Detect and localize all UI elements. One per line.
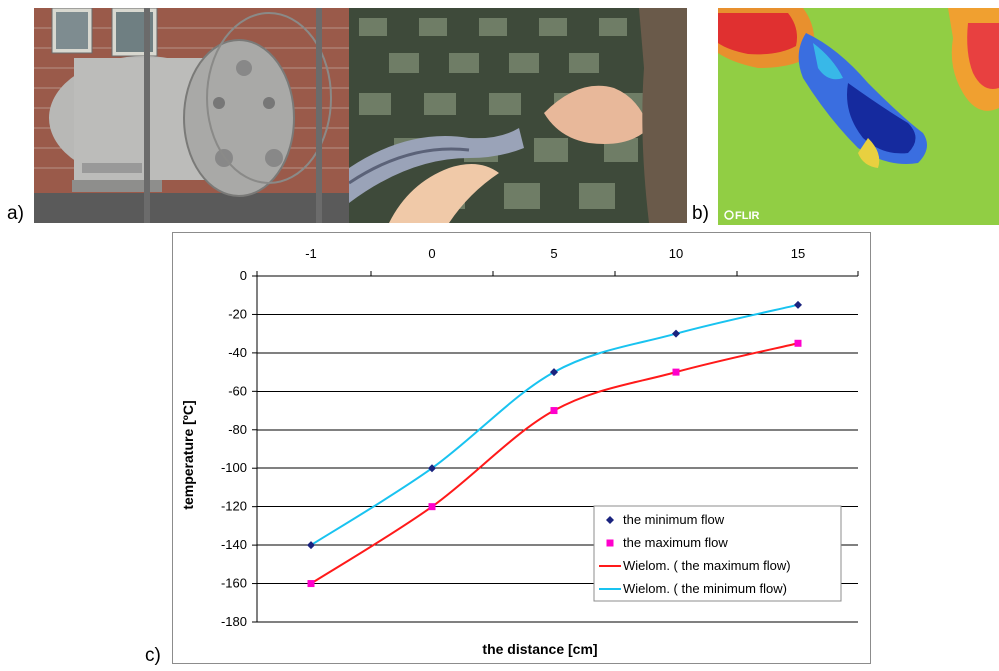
y-tick-label: -100: [221, 460, 247, 475]
chart-frame: -1 0 5 10 15 0 -20 -40 -60 -80 -100 -120 -140 -160 -1…: [172, 232, 871, 664]
y-axis-title: temperature [ºC]: [180, 400, 196, 509]
y-tick-label: -20: [228, 306, 247, 321]
legend: the minimum flow the maximum flow Wielom. …: [593, 505, 842, 602]
data-markers: [307, 300, 802, 588]
max-flow-point: [550, 407, 558, 415]
x-tick-labels: -1 0 5 10 15: [305, 246, 805, 261]
hose-photo: [349, 8, 687, 223]
x-tick-label: -1: [305, 246, 317, 261]
grid-lines: [252, 271, 859, 623]
y-tick-label: -120: [221, 499, 247, 514]
boiler-photo: [34, 8, 349, 223]
y-tick-label: -160: [221, 576, 247, 591]
legend-label: the minimum flow: [623, 512, 725, 527]
x-tick-label: 10: [669, 246, 683, 261]
x-tick-label: 0: [428, 246, 435, 261]
y-tick-label: -40: [228, 345, 247, 360]
y-tick-label: 0: [240, 268, 247, 283]
thermal-image: FLIR: [718, 8, 999, 225]
y-tick-labels: 0 -20 -40 -60 -80 -100 -120 -140 -160 -180: [221, 268, 247, 629]
svg-text:FLIR: FLIR: [735, 210, 759, 222]
y-tick-label: -80: [228, 422, 247, 437]
min-flow-point: [307, 541, 315, 550]
min-flow-point: [428, 464, 436, 473]
y-tick-label: -180: [221, 614, 247, 629]
x-tick-label: 5: [550, 246, 557, 261]
max-flow-point: [307, 580, 315, 588]
x-tick-label: 15: [791, 246, 805, 261]
legend-label: the maximum flow: [623, 535, 728, 550]
legend-symbol: [606, 516, 614, 524]
max-flow-point: [672, 368, 680, 376]
min-flow-point: [794, 300, 802, 309]
y-tick-label: -60: [228, 383, 247, 398]
flir-logo: FLIR: [724, 210, 759, 222]
x-axis-title: the distance [cm]: [482, 641, 597, 657]
panel-label-b: b): [692, 203, 709, 224]
max-flow-point: [428, 503, 436, 511]
min-flow-point: [672, 329, 680, 338]
min-flow-point: [550, 368, 558, 377]
temperature-chart: -1 0 5 10 15 0 -20 -40 -60 -80 -100 -120 -140 -160 -1…: [180, 246, 859, 657]
legend-box: [593, 505, 842, 602]
y-tick-label: -140: [221, 537, 247, 552]
legend-label: Wielom. ( the minimum flow): [623, 581, 787, 596]
max-flow-point: [794, 339, 802, 347]
legend-label: Wielom. ( the maximum flow): [623, 558, 791, 573]
legend-symbol: [606, 539, 614, 547]
panel-label-c: c): [145, 645, 161, 666]
panel-label-a: a): [7, 203, 24, 224]
